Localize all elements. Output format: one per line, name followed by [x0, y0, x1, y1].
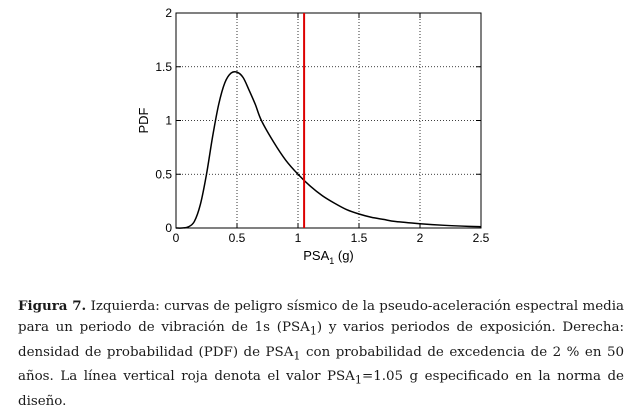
- series-layer: [175, 70, 482, 229]
- caption-sub-3: 1: [354, 374, 362, 388]
- x-tick-label: 2.5: [473, 231, 490, 245]
- caption-text-1: Izquierda: curvas de peligro sísmico de …: [18, 299, 624, 335]
- x-axis-label-sub: 1: [329, 256, 334, 266]
- y-tick-label: 1.5: [155, 60, 172, 74]
- x-tick-label: 0.5: [229, 231, 246, 245]
- caption-text-2: ) y varios periodos de exposición. Derec…: [18, 320, 625, 360]
- pdf-chart: 0 0.5 1 1.5 2 2.500.511.52 PDF PSA1 (g): [136, 6, 490, 266]
- x-tick-label: 1: [295, 231, 302, 245]
- caption-text-4: =1.05 g especificado en la norma de dise…: [18, 369, 624, 410]
- x-tick-label: 1.5: [351, 231, 368, 245]
- y-tick-label: 2: [165, 6, 172, 20]
- x-tick-label: 0: [173, 231, 180, 245]
- y-tick-label: 1: [165, 114, 172, 128]
- pdf-curve: [175, 70, 482, 229]
- caption-sub-1: 1: [309, 324, 317, 338]
- caption-label: Figura 7.: [18, 298, 87, 314]
- grid: [176, 13, 481, 228]
- axis-ticks: 0 0.5 1 1.5 2 2.5 0 0.5 1 1.5 2: [155, 6, 489, 245]
- x-axis-label-unit: (g): [334, 248, 354, 263]
- y-axis-label: PDF: [136, 107, 151, 133]
- y-tick-label: 0.5: [155, 167, 172, 181]
- caption-text-3: con probabilidad de excedencia de 2 % en…: [18, 344, 624, 385]
- x-axis-label-main: PSA: [303, 248, 329, 263]
- figure-caption: Figura 7. Izquierda: curvas de peligro s…: [18, 296, 624, 412]
- x-tick-label: 2: [417, 231, 424, 245]
- x-axis-label: PSA1 (g): [303, 248, 354, 266]
- y-tick-label: 0: [165, 221, 172, 235]
- caption-sub-2: 1: [293, 349, 301, 363]
